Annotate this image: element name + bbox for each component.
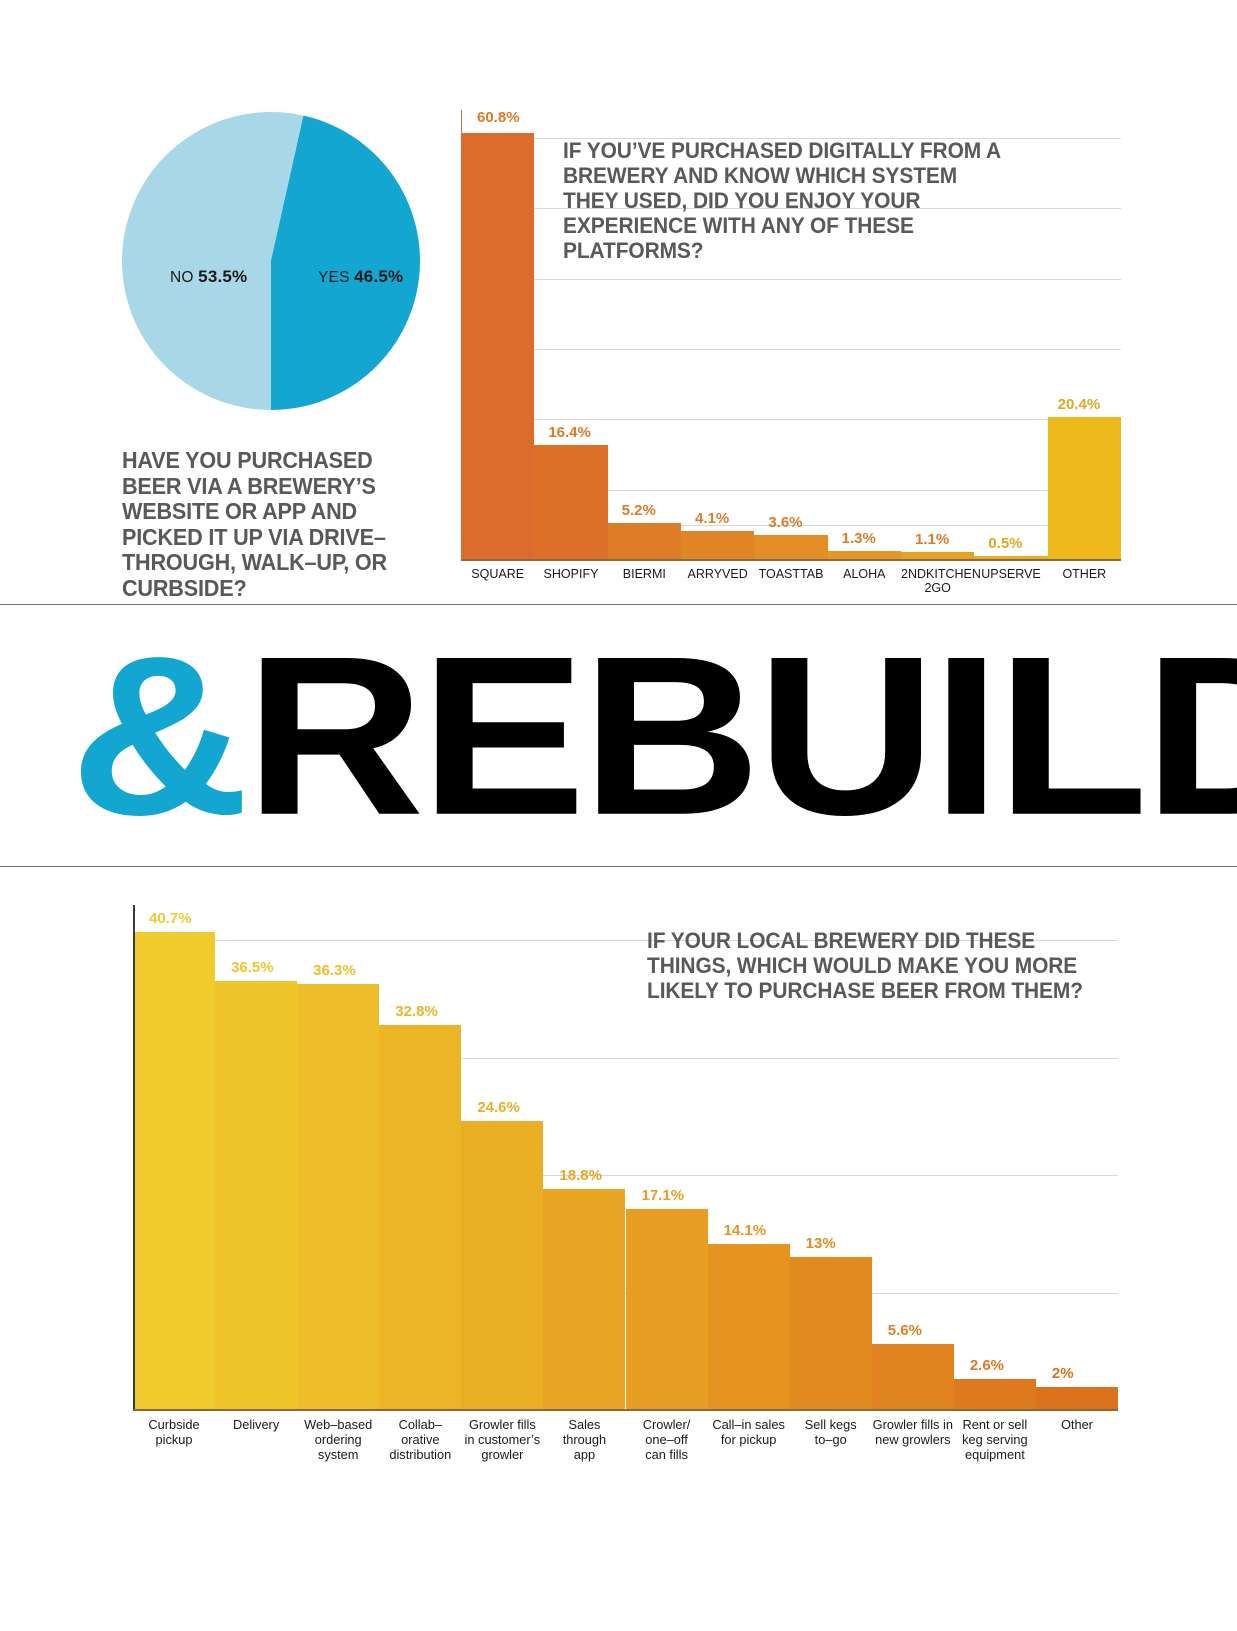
likelihood-bar-value: 13% — [805, 1235, 836, 1253]
likelihood-chart-title: IF YOUR LOCAL BREWERY DID THESE THINGS, … — [647, 928, 1083, 1003]
platforms-x-label: SHOPIFY — [543, 567, 599, 581]
platforms-x-label: SQUARE — [471, 567, 525, 581]
likelihood-bar-value: 2.6% — [969, 1357, 1005, 1375]
top-section: NO 53.5% YES 46.5% HAVE YOU PURCHASED BE… — [0, 0, 1237, 600]
platforms-bar — [974, 556, 1048, 560]
platforms-bar — [681, 531, 755, 560]
pie-slice-label-no: NO 53.5% — [170, 267, 247, 287]
platforms-x-label: BIERMI — [622, 567, 666, 581]
platforms-x-label: ALOHA — [843, 567, 886, 581]
likelihood-bar-chart: 10%20%30%40%40.7%36.5%36.3%32.8%24.6%18.… — [133, 905, 1118, 1410]
likelihood-x-axis — [133, 1409, 1118, 1411]
likelihood-gridline — [133, 940, 1118, 942]
platforms-bar — [461, 132, 535, 560]
platforms-x-label: OTHER — [1062, 567, 1107, 581]
likelihood-x-label: Rent or sell keg serving equipment — [962, 1417, 1028, 1462]
platforms-bar-value: 3.6% — [768, 513, 803, 531]
likelihood-x-label: Call–in sales for pickup — [712, 1417, 785, 1447]
likelihood-bar-value: 5.6% — [887, 1322, 922, 1340]
likelihood-bar — [625, 1209, 708, 1410]
platforms-bar — [534, 444, 608, 560]
platforms-bar-value: 60.8% — [477, 108, 520, 126]
likelihood-x-label: Delivery — [233, 1417, 280, 1432]
likelihood-x-label: Sell kegs to–go — [804, 1417, 857, 1447]
pie-chart-graphic — [122, 112, 420, 410]
platforms-x-label: ARRYVED — [687, 567, 748, 581]
likelihood-bar — [379, 1024, 462, 1410]
platforms-gridline — [461, 138, 1121, 140]
likelihood-bar-value: 36.5% — [231, 959, 274, 977]
platforms-plot-area: 5%10%20%30%40%50%60%60.8%16.4%5.2%4.1%3.… — [461, 108, 1121, 560]
likelihood-x-label: Growler fills in customer’s growler — [464, 1417, 541, 1462]
platforms-x-axis — [461, 559, 1121, 561]
likelihood-x-label: Other — [1060, 1417, 1093, 1432]
platforms-bar-chart: 5%10%20%30%40%50%60%60.8%16.4%5.2%4.1%3.… — [461, 108, 1121, 560]
platforms-x-label: 2NDKITCHEN 2GO — [901, 567, 981, 595]
divider-bottom — [0, 866, 1237, 867]
platforms-chart-title: IF YOU’VE PURCHASED DIGITALLY FROM A BRE… — [563, 138, 1001, 263]
likelihood-bar — [1035, 1386, 1118, 1410]
platforms-bar-value: 1.3% — [841, 529, 876, 547]
pie-slice-name-no: NO — [170, 269, 194, 286]
likelihood-bar-value: 18.8% — [559, 1167, 602, 1185]
pie-chart-caption: HAVE YOU PURCHASED BEER VIA A BREWERY’S … — [122, 447, 387, 601]
platforms-bar — [901, 552, 975, 560]
likelihood-bar — [707, 1244, 790, 1410]
rebuild-banner-text: &REBUILD — [70, 623, 1237, 849]
platforms-bar-value: 16.4% — [548, 423, 591, 441]
platforms-x-label: UPSERVE — [981, 567, 1041, 581]
platforms-gridline — [461, 489, 1121, 491]
divider-top — [0, 604, 1237, 605]
platforms-bar-value: 5.2% — [621, 502, 656, 520]
likelihood-bar — [543, 1189, 626, 1410]
likelihood-x-label: Collab– orative distribution — [389, 1417, 452, 1462]
likelihood-bar-value: 24.6% — [477, 1099, 520, 1117]
likelihood-x-label: Web–based ordering system — [304, 1417, 373, 1462]
rebuild-banner: &REBUILD — [0, 605, 1237, 860]
rebuild-word: REBUILD — [245, 609, 1237, 863]
platforms-bar-value: 20.4% — [1057, 395, 1101, 413]
pie-slice-value-yes: 46.5% — [354, 267, 404, 286]
likelihood-bar-value: 36.3% — [313, 961, 356, 979]
platforms-bar — [754, 534, 828, 560]
likelihood-x-label: Crowler/one–off can fills — [642, 1417, 691, 1462]
likelihood-bar — [953, 1379, 1036, 1410]
likelihood-bar — [789, 1257, 872, 1410]
likelihood-bar — [215, 981, 298, 1410]
likelihood-gridline — [133, 1057, 1118, 1059]
likelihood-bar — [461, 1121, 544, 1410]
platforms-gridline — [461, 208, 1121, 210]
likelihood-bar-value: 17.1% — [641, 1187, 685, 1205]
platforms-bar — [827, 550, 901, 560]
likelihood-bar-value: 2% — [1051, 1364, 1074, 1382]
platforms-gridline — [461, 278, 1121, 280]
platforms-y-axis — [461, 110, 462, 560]
platforms-gridline — [461, 349, 1121, 351]
platforms-gridline — [461, 419, 1121, 421]
likelihood-y-axis — [133, 905, 135, 1410]
likelihood-bar-value: 40.7% — [149, 910, 192, 927]
pie-chart: NO 53.5% YES 46.5% — [122, 112, 420, 410]
ampersand-glyph: & — [70, 609, 250, 863]
likelihood-bar-value: 14.1% — [723, 1222, 767, 1240]
likelihood-bar — [297, 983, 380, 1410]
pie-slice-name-yes: YES — [318, 269, 350, 286]
likelihood-x-label: Growler fills in new growlers — [872, 1417, 953, 1447]
platforms-bar — [1047, 416, 1121, 560]
platforms-bar-value: 0.5% — [988, 535, 1023, 553]
platforms-bar-value: 1.1% — [915, 531, 950, 549]
likelihood-x-label: Curbside pickup — [148, 1417, 200, 1447]
likelihood-x-label: Sales through app — [562, 1417, 607, 1462]
pie-slice-value-no: 53.5% — [198, 267, 248, 286]
likelihood-gridline — [133, 1175, 1118, 1177]
platforms-gridline — [461, 524, 1121, 526]
pie-slice-label-yes: YES 46.5% — [318, 267, 403, 287]
platforms-x-label: TOASTTAB — [758, 567, 824, 581]
likelihood-bar-value: 32.8% — [395, 1002, 438, 1020]
platforms-bar — [607, 523, 681, 560]
likelihood-bar — [133, 932, 216, 1410]
platforms-bar-value: 4.1% — [695, 510, 730, 528]
likelihood-bar — [871, 1344, 954, 1410]
